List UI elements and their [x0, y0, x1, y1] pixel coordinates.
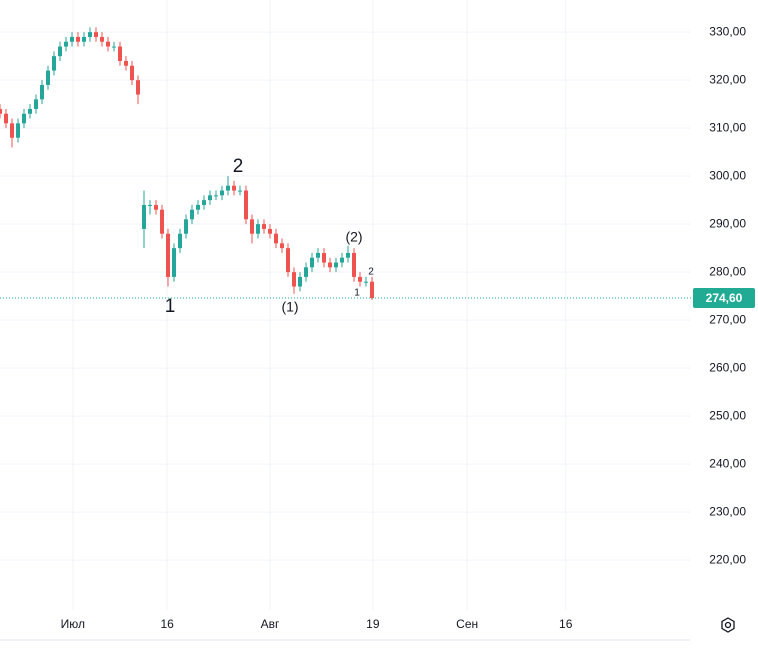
candle-body	[10, 123, 14, 138]
x-tick-label: 16	[559, 617, 573, 631]
candle-body	[88, 32, 92, 37]
candle-body	[166, 233, 170, 277]
candle-body	[172, 248, 176, 277]
candle-body	[352, 252, 356, 277]
y-tick-label: 290,00	[709, 216, 746, 230]
candle-body	[154, 204, 158, 210]
candle-body	[328, 262, 332, 268]
y-tick-label: 220,00	[709, 552, 746, 566]
candle-body	[106, 41, 110, 47]
candle-body	[268, 228, 272, 234]
y-tick-label: 300,00	[709, 168, 746, 182]
candle-body	[292, 272, 296, 287]
last-price-box	[693, 288, 755, 309]
candle-body	[58, 46, 62, 57]
candle-body	[316, 252, 320, 258]
candle-body	[178, 233, 182, 249]
candle-body	[70, 36, 74, 42]
annotation: (2)	[345, 229, 362, 245]
candle-body	[130, 65, 134, 81]
candle-body	[46, 70, 50, 85]
settings-icon-center[interactable]	[724, 621, 732, 629]
candle-body	[190, 209, 194, 220]
candle-body	[22, 113, 26, 124]
candle-body	[100, 36, 104, 42]
candle-body	[238, 190, 242, 192]
candle-body	[250, 219, 254, 234]
x-tick-label: Авг	[261, 617, 280, 631]
candle-body	[310, 257, 314, 268]
candle-body	[244, 190, 248, 220]
candle-body	[256, 224, 260, 234]
candle-body	[286, 248, 290, 273]
candle-body	[64, 41, 68, 47]
candle-body	[232, 185, 236, 191]
annotation: 1	[354, 288, 360, 299]
candle-body	[34, 99, 38, 109]
candle-body	[148, 204, 152, 206]
candle-body	[16, 123, 20, 138]
y-tick-label: 240,00	[709, 456, 746, 470]
candle-body	[76, 36, 80, 42]
grid	[0, 0, 690, 610]
candle-body	[358, 276, 362, 282]
candle-body	[364, 281, 368, 283]
candle-body	[208, 195, 212, 201]
candle-body	[220, 190, 224, 196]
x-tick-label: 19	[366, 617, 380, 631]
candle-body	[214, 195, 218, 197]
settings-icon[interactable]	[721, 617, 735, 633]
candle-body	[82, 36, 86, 42]
candle-body	[4, 113, 8, 124]
x-tick-label: 16	[160, 617, 174, 631]
y-tick-label: 280,00	[709, 264, 746, 278]
candle-body	[112, 46, 116, 48]
candle-body	[40, 84, 44, 100]
candle-body	[118, 46, 122, 61]
annotation: 1	[165, 296, 176, 317]
x-tick-label: Сен	[456, 617, 478, 631]
y-tick-label: 330,00	[709, 24, 746, 38]
candle-body	[196, 204, 200, 210]
settings-button[interactable]	[721, 617, 735, 633]
candle-body	[136, 80, 140, 95]
candle-body	[52, 56, 56, 71]
y-tick-label: 260,00	[709, 360, 746, 374]
candle-body	[0, 108, 2, 114]
candle-body	[184, 219, 188, 234]
annotation: 2	[233, 156, 244, 177]
candle-body	[202, 200, 206, 205]
annotation: 2	[368, 267, 374, 278]
candle-body	[370, 281, 374, 299]
candle-body	[322, 252, 326, 263]
candle-body	[124, 60, 128, 66]
y-tick-label: 310,00	[709, 120, 746, 134]
candle-body	[262, 224, 266, 229]
candle-body	[274, 233, 278, 244]
candle-body	[340, 257, 344, 263]
candle-body	[226, 185, 230, 191]
last-price-label: 274,60	[706, 291, 743, 305]
candle-body	[334, 262, 338, 268]
candle-body	[142, 204, 146, 229]
x-tick-label: Июл	[61, 617, 85, 631]
candle-body	[304, 267, 308, 277]
candle-body	[160, 209, 164, 234]
y-tick-label: 320,00	[709, 72, 746, 86]
candle-body	[280, 243, 284, 249]
candle-body	[28, 108, 32, 114]
candle-body	[94, 32, 98, 37]
y-tick-label: 250,00	[709, 408, 746, 422]
y-tick-label: 230,00	[709, 504, 746, 518]
candle-body	[346, 252, 350, 258]
candle-body	[298, 276, 302, 287]
annotation: (1)	[281, 299, 298, 315]
y-tick-label: 270,00	[709, 312, 746, 326]
